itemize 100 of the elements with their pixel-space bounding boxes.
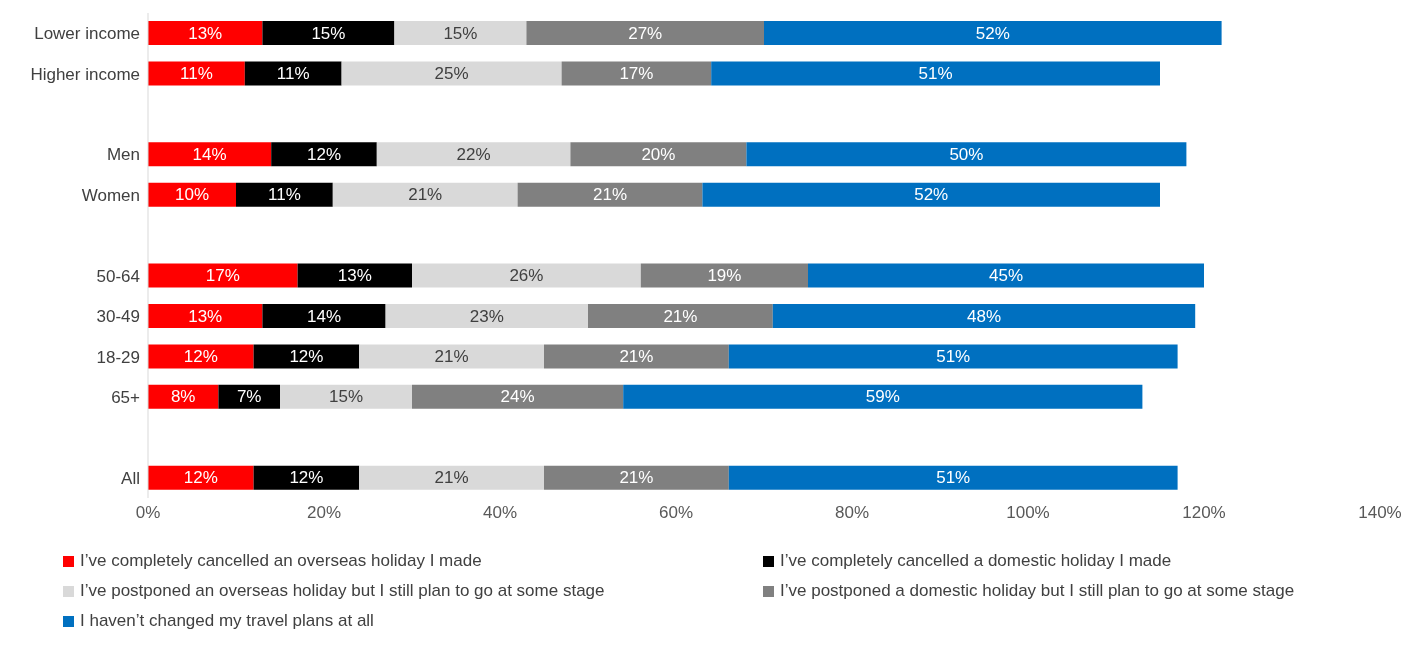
- x-tick-label: 0%: [135, 503, 161, 523]
- data-label: 21%: [592, 185, 628, 205]
- y-tick-label: Higher income: [30, 64, 140, 84]
- data-label: 12%: [289, 468, 324, 488]
- x-tick-label: 20%: [306, 503, 342, 523]
- data-label: 21%: [663, 306, 698, 326]
- data-label: 13%: [188, 306, 223, 326]
- bar: [772, 304, 1196, 328]
- bar: [412, 263, 641, 288]
- bar: [376, 142, 571, 167]
- bar: [702, 182, 1160, 207]
- x-tick-label: 60%: [658, 503, 694, 523]
- data-label: 11%: [180, 64, 213, 83]
- bar: [561, 61, 712, 86]
- legend-label: I’ve postponed an overseas holiday but I still plan to go at some stage: [80, 581, 605, 601]
- y-tick-label: 30-49: [96, 307, 140, 327]
- data-label: 27%: [628, 23, 663, 43]
- data-label: 8%: [170, 387, 196, 407]
- data-label: 17%: [619, 64, 654, 83]
- bar: [262, 21, 395, 46]
- bar: [728, 344, 1178, 369]
- data-label: 22%: [456, 144, 491, 164]
- bar: [746, 142, 1187, 167]
- bar: [148, 344, 254, 369]
- y-tick-label: Women: [81, 185, 140, 205]
- bar: [359, 465, 544, 490]
- data-label: 21%: [434, 346, 469, 366]
- data-label: 45%: [988, 266, 1024, 286]
- bar: [544, 344, 729, 369]
- data-label: 12%: [289, 346, 324, 366]
- data-label: 50%: [949, 144, 984, 164]
- data-label: 59%: [865, 387, 900, 407]
- data-label: 52%: [914, 185, 949, 205]
- bar: [271, 142, 377, 167]
- bar: [808, 263, 1204, 288]
- data-label: 25%: [434, 64, 469, 83]
- data-label: 13%: [188, 23, 223, 43]
- y-tick-label: 18-29: [96, 347, 140, 367]
- y-tick-label: 50-64: [96, 266, 140, 286]
- bar: [148, 263, 298, 288]
- y-tick-label: Lower income: [34, 24, 140, 44]
- data-label: 17%: [205, 266, 240, 286]
- bar: [262, 304, 386, 328]
- data-label: 15%: [443, 23, 478, 43]
- bar: [253, 344, 360, 369]
- data-label: 11%: [276, 64, 310, 83]
- bar: [148, 21, 263, 46]
- legend-label: I haven’t changed my travel plans at all: [80, 611, 374, 631]
- data-label: 51%: [936, 468, 971, 488]
- data-label: 21%: [619, 468, 654, 488]
- bar: [394, 21, 527, 46]
- data-label: 48%: [966, 306, 1002, 326]
- bar: [253, 465, 360, 490]
- x-tick-label: 120%: [1182, 503, 1226, 523]
- data-label: 15%: [328, 387, 364, 407]
- data-label: 20%: [641, 144, 676, 164]
- bar: [148, 61, 245, 86]
- data-label: 13%: [337, 266, 372, 286]
- data-label: 12%: [306, 144, 342, 164]
- bar: [218, 384, 280, 409]
- data-label: 51%: [918, 64, 953, 83]
- bar: [359, 344, 544, 369]
- data-label: 11%: [268, 185, 301, 205]
- data-label: 10%: [174, 185, 210, 205]
- y-tick-label: Men: [106, 145, 140, 165]
- bar: [341, 61, 562, 86]
- data-label: 12%: [183, 468, 218, 488]
- x-tick-label: 100%: [1006, 503, 1050, 523]
- x-tick-label: 80%: [834, 503, 870, 523]
- bar: [332, 182, 518, 207]
- data-label: 51%: [936, 346, 971, 366]
- bar: [526, 21, 764, 46]
- bar: [148, 304, 263, 328]
- bar: [588, 304, 773, 328]
- data-label: 21%: [408, 185, 443, 205]
- data-label: 15%: [311, 23, 346, 43]
- bar: [640, 263, 808, 288]
- legend-label: I’ve postponed a domestic holiday but I still plan to go at some stage: [780, 581, 1295, 601]
- bar: [280, 384, 412, 409]
- bar: [148, 465, 254, 490]
- bar: [385, 304, 588, 328]
- bar: [297, 263, 412, 288]
- data-label: 14%: [192, 144, 227, 164]
- x-tick-label: 40%: [482, 503, 518, 523]
- bar: [544, 465, 729, 490]
- data-label: 24%: [500, 387, 535, 407]
- bar: [623, 384, 1143, 409]
- bar: [728, 465, 1178, 490]
- y-tick-label: All: [121, 468, 140, 488]
- x-tick-label: 140%: [1358, 503, 1402, 523]
- data-label: 52%: [975, 23, 1010, 43]
- data-label: 12%: [183, 346, 218, 366]
- bar: [764, 21, 1222, 46]
- bar: [711, 61, 1160, 86]
- data-label: 7%: [236, 387, 262, 407]
- legend-label: I’ve completely cancelled an overseas holiday I made: [80, 551, 482, 571]
- data-label: 23%: [469, 306, 504, 326]
- bar: [148, 142, 272, 167]
- data-label: 19%: [707, 266, 742, 286]
- bar: [412, 384, 624, 409]
